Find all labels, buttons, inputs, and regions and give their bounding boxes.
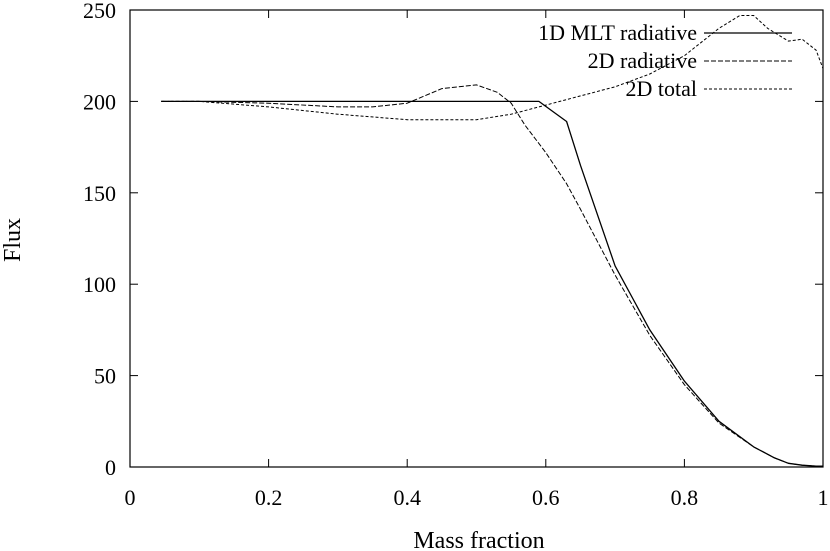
- series-line-2d-total: [161, 15, 824, 121]
- legend-label: 2D total: [626, 76, 698, 101]
- y-tick-label: 50: [94, 364, 116, 389]
- x-tick-label: 0.4: [393, 485, 421, 510]
- y-tick-label: 250: [83, 0, 116, 23]
- legend-label: 1D MLT radiative: [538, 20, 697, 45]
- x-tick-label: 0.2: [255, 485, 283, 510]
- x-tick-label: 1: [818, 485, 829, 510]
- x-tick-label: 0: [125, 485, 136, 510]
- x-axis-title: Mass fraction: [413, 528, 544, 551]
- x-tick-label: 0.6: [532, 485, 560, 510]
- series-line-1d-mlt-radiative: [161, 100, 823, 467]
- y-tick-label: 200: [83, 89, 116, 114]
- y-tick-label: 0: [105, 455, 116, 480]
- y-tick-label: 150: [83, 181, 116, 206]
- plot-axes: 0 0.2 0.4 0.6 0.8 1 0 50 100 150 200 250: [83, 0, 829, 510]
- x-tick-label: 0.8: [671, 485, 699, 510]
- y-axis-title: Flux: [0, 218, 26, 262]
- series-layer: [161, 15, 824, 467]
- series-line-2d-radiative: [161, 84, 823, 467]
- y-tick-label: 100: [83, 272, 116, 297]
- plot-frame: [129, 9, 824, 468]
- legend: 1D MLT radiative 2D radiative 2D total: [538, 20, 792, 101]
- legend-label: 2D radiative: [588, 48, 697, 73]
